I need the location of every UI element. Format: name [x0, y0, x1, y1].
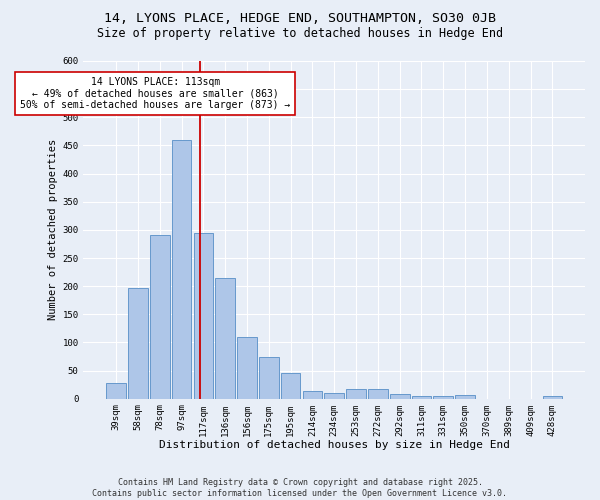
Text: 14, LYONS PLACE, HEDGE END, SOUTHAMPTON, SO30 0JB: 14, LYONS PLACE, HEDGE END, SOUTHAMPTON,… [104, 12, 496, 26]
Bar [542, 396, 562, 398]
Bar [412, 396, 431, 398]
Y-axis label: Number of detached properties: Number of detached properties [49, 139, 58, 320]
Bar [237, 337, 257, 398]
Bar [368, 388, 388, 398]
Bar [128, 288, 148, 399]
Bar [281, 373, 301, 398]
Bar [390, 394, 410, 398]
X-axis label: Distribution of detached houses by size in Hedge End: Distribution of detached houses by size … [159, 440, 510, 450]
Text: Contains HM Land Registry data © Crown copyright and database right 2025.
Contai: Contains HM Land Registry data © Crown c… [92, 478, 508, 498]
Bar [433, 396, 453, 398]
Text: Size of property relative to detached houses in Hedge End: Size of property relative to detached ho… [97, 28, 503, 40]
Bar [325, 392, 344, 398]
Bar [302, 392, 322, 398]
Bar [150, 236, 170, 398]
Text: 14 LYONS PLACE: 113sqm
← 49% of detached houses are smaller (863)
50% of semi-de: 14 LYONS PLACE: 113sqm ← 49% of detached… [20, 77, 290, 110]
Bar [106, 383, 126, 398]
Bar [346, 388, 366, 398]
Bar [455, 396, 475, 398]
Bar [194, 232, 213, 398]
Bar [215, 278, 235, 398]
Bar [172, 140, 191, 398]
Bar [259, 357, 278, 399]
